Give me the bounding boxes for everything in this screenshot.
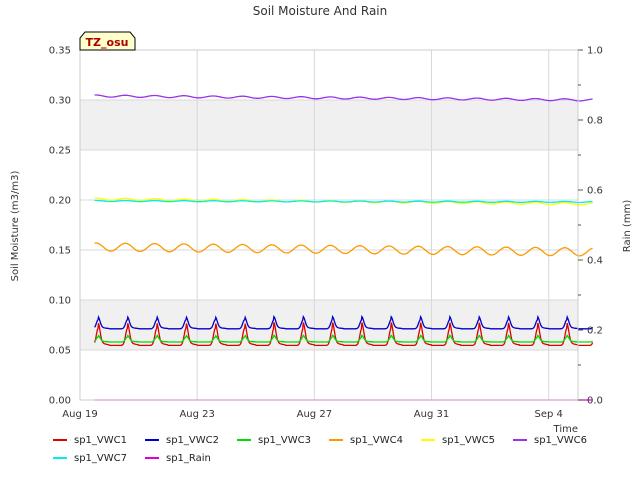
legend-item-sp1_VWC6: sp1_VWC6 <box>513 433 587 447</box>
y-tick-label-right: 0.8 <box>587 116 603 127</box>
station-badge: TZ_osu <box>79 31 136 51</box>
y-axis-label-right: Rain (mm) <box>622 200 633 253</box>
legend-label: sp1_VWC5 <box>442 434 495 446</box>
legend-swatch <box>53 439 67 441</box>
y-tick-label-left: 0.05 <box>49 346 71 357</box>
series-line-sp1_VWC4 <box>94 242 593 257</box>
legend-label: sp1_VWC6 <box>534 434 587 446</box>
y-tick-label-right: 0.6 <box>587 186 603 197</box>
legend-label: sp1_VWC1 <box>74 434 127 446</box>
legend-item-sp1_VWC7: sp1_VWC7 <box>53 451 127 465</box>
series-line-sp1_VWC1 <box>93 322 594 347</box>
y-tick-label-left: 0.10 <box>49 296 71 307</box>
legend-item-sp1_VWC4: sp1_VWC4 <box>329 433 403 447</box>
y-tick-label-right: 0.0 <box>587 396 603 407</box>
y-tick-label-left: 0.30 <box>49 96 71 107</box>
legend-swatch <box>421 439 435 441</box>
y-tick-label-left: 0.15 <box>49 246 71 257</box>
legend-swatch <box>145 457 159 459</box>
legend-swatch <box>53 457 67 459</box>
y-tick-label-left: 0.20 <box>49 196 71 207</box>
legend-item-sp1_VWC2: sp1_VWC2 <box>145 433 219 447</box>
legend-label: sp1_VWC7 <box>74 452 127 464</box>
legend-label: sp1_VWC2 <box>166 434 219 446</box>
legend-item-sp1_VWC5: sp1_VWC5 <box>421 433 495 447</box>
legend-item-sp1_Rain: sp1_Rain <box>145 451 211 465</box>
legend: sp1_VWC1 sp1_VWC2 sp1_VWC3 sp1_VWC4 sp1_VWC5… <box>0 433 640 473</box>
x-tick-label: Sep 4 <box>535 409 563 420</box>
x-tick-label: Aug 31 <box>414 409 449 420</box>
y-tick-label-right: 0.2 <box>587 326 603 337</box>
legend-label: sp1_VWC4 <box>350 434 403 446</box>
series-line-sp1_VWC3 <box>94 333 593 343</box>
x-axis-label: Time <box>553 424 578 435</box>
legend-swatch <box>513 439 527 441</box>
x-tick-label: Aug 27 <box>297 409 332 420</box>
y-tick-label-left: 0.25 <box>49 146 71 157</box>
legend-swatch <box>145 439 159 441</box>
legend-swatch <box>329 439 343 441</box>
legend-label: sp1_VWC3 <box>258 434 311 446</box>
series-line-sp1_VWC6 <box>94 94 593 102</box>
station-badge-label: TZ_osu <box>86 36 129 49</box>
series-line-sp1_VWC7 <box>94 199 593 204</box>
legend-label: sp1_Rain <box>166 452 211 464</box>
legend-swatch <box>237 439 251 441</box>
y-tick-label-right: 1.0 <box>587 46 603 57</box>
y-tick-label-left: 0.00 <box>49 396 71 407</box>
x-tick-label: Aug 19 <box>62 409 97 420</box>
station-badge-shape <box>79 31 136 51</box>
shaded-band-1 <box>80 100 578 150</box>
series-line-sp1_VWC2 <box>94 314 594 330</box>
y-axis-label-left: Soil Moisture (m3/m3) <box>10 171 21 282</box>
legend-item-sp1_VWC3: sp1_VWC3 <box>237 433 311 447</box>
y-tick-label-left: 0.35 <box>49 46 71 57</box>
chart-title: Soil Moisture And Rain <box>253 4 388 18</box>
y-tick-label-right: 0.4 <box>587 256 603 267</box>
x-tick-label: Aug 23 <box>179 409 214 420</box>
legend-item-sp1_VWC1: sp1_VWC1 <box>53 433 127 447</box>
